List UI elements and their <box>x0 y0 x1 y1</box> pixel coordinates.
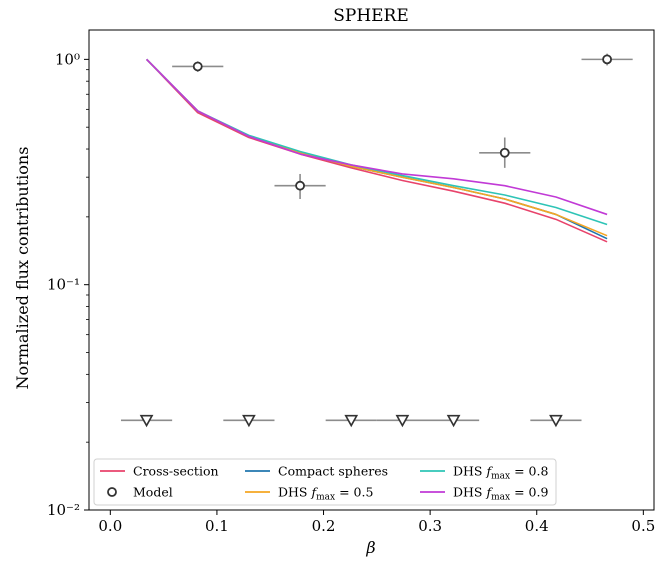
x-tick-label: 0.1 <box>205 517 229 535</box>
y-tick-label: 10⁰ <box>55 50 80 68</box>
legend-label-subscript: max <box>491 472 510 482</box>
model-marker <box>295 180 305 191</box>
y-tick-label: 10⁻¹ <box>47 276 80 294</box>
x-tick-label: 0.3 <box>418 517 442 535</box>
plot-frame <box>88 29 655 511</box>
series-line-dhs-f-max-0-9 <box>146 58 608 216</box>
chart-title: SPHERE <box>333 6 409 26</box>
legend-label-f-symbol: f <box>485 464 493 479</box>
legend-label-compact: Compact spheres <box>278 464 388 479</box>
legend-swatch-model <box>107 487 117 497</box>
legend-label-f-symbol: f <box>485 485 493 500</box>
legend-label-subscript: max <box>316 493 335 503</box>
legend-label-model: Model <box>133 485 173 500</box>
x-axis-label: β <box>365 538 375 557</box>
model-marker <box>602 54 612 65</box>
legend-label-dhs05: DHS fmax = 0.5 <box>278 485 373 503</box>
upper-limit-marker <box>242 414 256 428</box>
x-tick-label: 0.2 <box>312 517 336 535</box>
upper-limit-marker <box>139 414 154 428</box>
model-marker <box>499 147 510 158</box>
upper-limit-marker <box>549 414 563 428</box>
model-marker <box>192 61 203 72</box>
legend-label-suffix: = 0.9 <box>510 485 548 500</box>
x-tick-label: 0.5 <box>631 517 655 535</box>
plot-area <box>120 53 633 428</box>
legend-label-prefix: DHS <box>453 485 486 500</box>
legend-label-dhs08: DHS fmax = 0.8 <box>453 464 548 482</box>
upper-limit-marker <box>446 414 461 428</box>
upper-limit-marker <box>344 414 359 428</box>
x-tick-label: 0.0 <box>98 517 122 535</box>
axes: 0.0 0.1 0.2 0.3 0.4 0.5 10⁰ 10⁻¹ 10⁻² <box>47 50 655 535</box>
legend-label-prefix: DHS <box>453 464 486 479</box>
legend-label-dhs09: DHS fmax = 0.9 <box>453 485 548 503</box>
legend-label-prefix: DHS <box>278 485 311 500</box>
legend-label-cross: Cross-section <box>133 464 219 479</box>
y-axis-label: Normalized flux contributions <box>13 147 32 390</box>
legend-label-suffix: = 0.8 <box>510 464 548 479</box>
legend-label-f-symbol: f <box>310 485 318 500</box>
legend-label-subscript: max <box>491 493 510 503</box>
legend-label-suffix: = 0.5 <box>335 485 373 500</box>
y-tick-label: 10⁻² <box>47 501 80 519</box>
x-tick-label: 0.4 <box>525 517 549 535</box>
series-line-cross-section <box>145 58 608 243</box>
upper-limit-marker <box>395 414 410 428</box>
